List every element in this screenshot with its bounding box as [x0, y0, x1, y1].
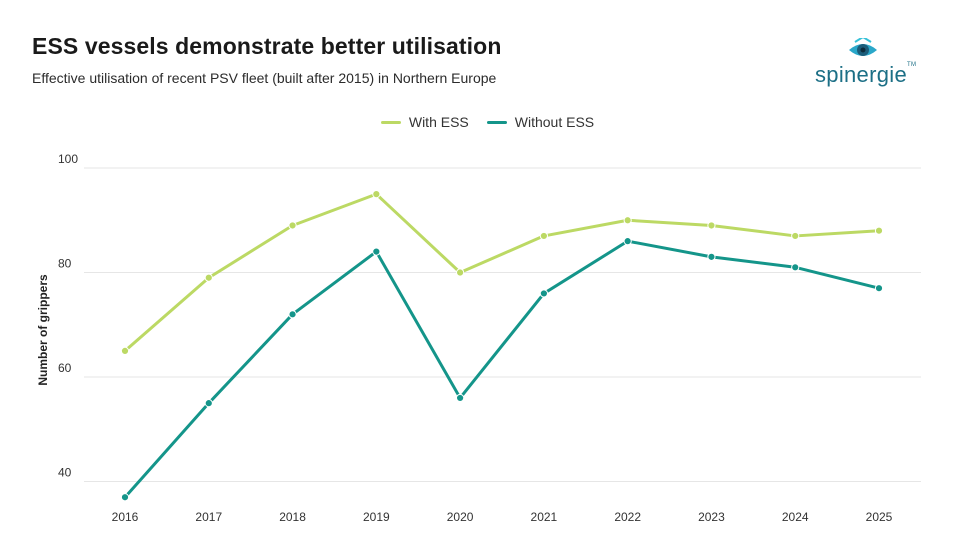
- legend-label-without-ess: Without ESS: [514, 114, 595, 130]
- data-point-without-ess-2023: [707, 252, 716, 261]
- data-point-with-ess-2019: [372, 190, 381, 199]
- x-tick-label-2025: 2025: [866, 510, 893, 524]
- data-point-without-ess-2025: [874, 284, 884, 293]
- series-line-with-ess: [123, 192, 881, 353]
- data-point-without-ess-2024: [791, 263, 800, 272]
- series-line-without-ess: [123, 239, 881, 499]
- x-tick-label-2019: 2019: [363, 510, 390, 524]
- x-tick-label-2024: 2024: [782, 510, 809, 524]
- legend-label-with-ess: With ESS: [408, 114, 469, 130]
- data-point-without-ess-2018: [288, 310, 297, 319]
- y-tick-label-60: 60: [58, 361, 72, 375]
- data-point-without-ess-2022: [623, 237, 632, 246]
- chart-legend: With ESS Without ESS: [0, 114, 975, 130]
- x-tick-label-2022: 2022: [614, 510, 641, 524]
- legend-swatch-with-ess: [380, 120, 401, 124]
- legend-swatch-without-ess: [486, 120, 507, 124]
- chart-subtitle: Effective utilisation of recent PSV flee…: [32, 70, 497, 86]
- data-point-with-ess-2023: [707, 221, 716, 230]
- chart-title: ESS vessels demonstrate better utilisati…: [32, 33, 502, 59]
- logo-wordmark: spinergieTM: [815, 62, 917, 87]
- x-tick-label-2020: 2020: [447, 510, 474, 524]
- eye-logo-icon: [849, 38, 877, 56]
- data-point-without-ess-2016: [120, 493, 130, 502]
- data-point-with-ess-2024: [791, 231, 800, 241]
- legend-item-without-ess[interactable]: Without ESS: [486, 114, 595, 130]
- data-point-with-ess-2021: [539, 231, 548, 241]
- data-point-without-ess-2019: [372, 247, 381, 256]
- data-point-without-ess-2017: [204, 399, 213, 408]
- data-point-with-ess-2022: [623, 216, 632, 225]
- data-point-without-ess-2021: [539, 289, 548, 298]
- data-point-with-ess-2020: [456, 268, 465, 277]
- spinergie-logo: spinergieTM: [815, 38, 917, 88]
- x-tick-label-2016: 2016: [112, 510, 139, 524]
- y-tick-label-100: 100: [58, 152, 78, 166]
- data-point-without-ess-2020: [456, 393, 465, 403]
- x-tick-label-2023: 2023: [698, 510, 725, 524]
- y-tick-label-80: 80: [58, 257, 72, 271]
- legend-item-with-ess[interactable]: With ESS: [380, 114, 469, 130]
- data-point-with-ess-2025: [874, 226, 884, 235]
- x-tick-label-2021: 2021: [531, 510, 558, 524]
- y-tick-label-40: 40: [58, 466, 72, 480]
- data-point-with-ess-2016: [120, 346, 130, 356]
- y-axis-title: Number of grippers: [36, 274, 50, 386]
- logo-trademark: TM: [906, 62, 917, 68]
- data-point-with-ess-2017: [204, 273, 213, 282]
- x-tick-label-2017: 2017: [195, 510, 222, 524]
- x-tick-label-2018: 2018: [279, 510, 306, 524]
- data-point-with-ess-2018: [288, 221, 297, 230]
